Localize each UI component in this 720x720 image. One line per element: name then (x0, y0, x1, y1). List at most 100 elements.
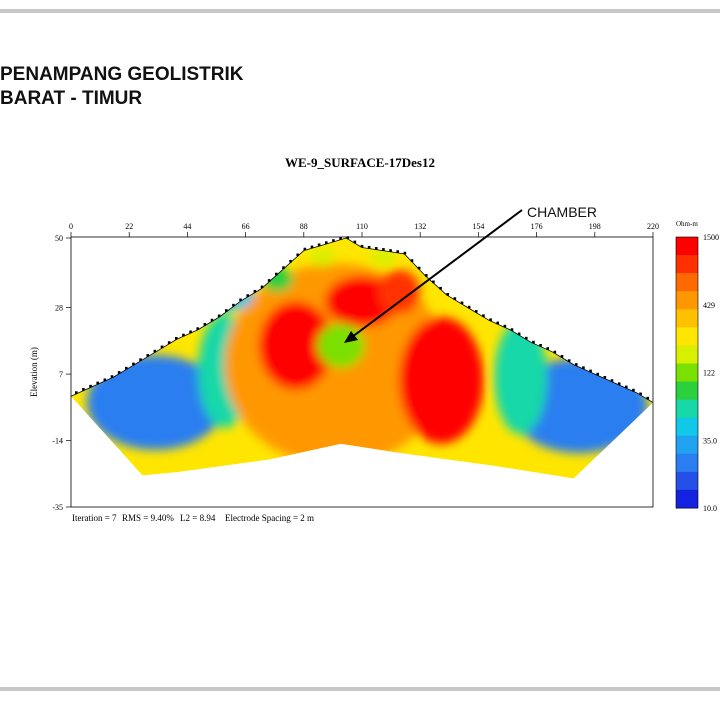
electrode-marker (603, 375, 607, 379)
x-tick-label: 198 (589, 222, 601, 231)
electrode-marker (332, 239, 335, 242)
electrode-marker (310, 245, 314, 249)
electrode-marker (567, 359, 571, 362)
electrode-marker (189, 330, 192, 334)
electrode-marker (396, 250, 400, 253)
slide-title: PENAMPANG GEOLISTRIK BARAT - TIMUR (0, 63, 244, 111)
color-scale-label: 35.0 (703, 436, 717, 445)
electrode-marker (532, 340, 535, 344)
electrode-marker (289, 259, 292, 263)
electrode-marker (596, 372, 600, 376)
x-tick-label: 154 (472, 222, 484, 231)
electrode-marker (224, 309, 228, 312)
electrode-marker (432, 280, 435, 284)
slide-title-line-2: BARAT - TIMUR (0, 88, 143, 109)
electrode-marker (167, 341, 171, 344)
inversion-footer: Iteration = 7 RMS = 9.40% L2 = 8.94 Elec… (72, 513, 314, 523)
electrode-marker (274, 272, 278, 276)
resistivity-body (377, 269, 421, 314)
color-scale-step (676, 363, 698, 383)
color-scale-label: 10.0 (703, 504, 717, 513)
color-scale-step (676, 327, 698, 346)
electrode-marker (239, 298, 242, 302)
electrode-marker (424, 274, 428, 277)
slide-bottom-border (0, 687, 720, 691)
electrode-marker (132, 362, 135, 366)
color-scale: Ohm-m 1500 429 122 35.0 10.0 (675, 220, 719, 513)
electrode-marker (446, 292, 450, 296)
electrode-marker (117, 371, 121, 374)
electrode-marker (624, 385, 628, 389)
electrode-marker (546, 347, 550, 350)
electrode-marker (339, 237, 342, 240)
color-scale-unit: Ohm-m (676, 220, 698, 228)
x-tick-label: 0 (69, 222, 73, 231)
y-tick-label: 28 (55, 304, 63, 313)
y-axis-ticks: 50 28 7 -14 -35 (52, 234, 71, 512)
electrode-marker (403, 251, 407, 255)
electrode-marker (539, 343, 542, 347)
resistivity-body (369, 247, 397, 267)
electrode-markers (74, 236, 650, 400)
electrode-marker (632, 388, 635, 392)
chamber-annotation: CHAMBER (344, 204, 597, 343)
electrode-marker (610, 379, 614, 382)
electrode-marker (510, 328, 514, 331)
electrode-marker (160, 345, 164, 349)
electrode-marker (360, 244, 364, 248)
electrode-marker (346, 236, 350, 239)
electrode-marker (382, 248, 385, 251)
electrode-marker (524, 336, 528, 340)
electrode-marker (460, 301, 464, 305)
footer-l2: L2 = 8.94 (180, 513, 216, 523)
electrode-marker (560, 355, 564, 358)
electrode-marker (324, 241, 328, 244)
electrode-marker (103, 378, 107, 382)
electrode-marker (574, 363, 578, 366)
footer-rms: RMS = 9.40% (122, 513, 174, 523)
electrode-marker (253, 289, 257, 293)
electrode-marker (282, 266, 285, 269)
electrode-marker (210, 318, 214, 322)
electrode-marker (639, 392, 642, 396)
chamber-label: CHAMBER (527, 204, 597, 220)
resistivity-body (494, 320, 548, 435)
color-scale-bar (676, 237, 698, 509)
electrode-marker (110, 375, 114, 378)
slide-top-border (0, 9, 720, 13)
x-tick-label: 176 (531, 222, 543, 231)
resistivity-body (258, 301, 333, 390)
color-scale-labels: 1500 429 122 35.0 10.0 (703, 233, 719, 513)
footer-electrode-spacing: Electrode Spacing = 2 m (225, 513, 314, 523)
electrode-marker (417, 266, 421, 270)
electrode-marker (517, 332, 521, 336)
resistivity-body (86, 355, 225, 451)
y-tick-label: -35 (52, 503, 63, 512)
electrode-marker (246, 294, 250, 297)
x-axis-ticks: 0 22 44 66 88 110 132 154 176 198 220 (69, 222, 659, 237)
electrode-marker (582, 366, 585, 369)
resistivity-body (317, 323, 365, 368)
color-scale-label: 1500 (703, 233, 719, 242)
y-tick-label: -14 (52, 437, 63, 446)
resistivity-section (71, 238, 653, 479)
chamber-arrowhead (344, 331, 358, 343)
electrode-marker (296, 253, 300, 257)
electrode-marker (203, 323, 207, 326)
electrode-marker (232, 303, 235, 307)
y-tick-label: 50 (55, 234, 63, 243)
electrode-marker (453, 297, 457, 300)
color-scale-step (676, 309, 698, 328)
electrode-marker (217, 314, 221, 318)
color-scale-step (676, 255, 698, 274)
electrode-marker (267, 279, 271, 282)
color-scale-step (676, 435, 698, 455)
x-tick-label: 44 (183, 222, 191, 231)
x-tick-label: 88 (300, 222, 308, 231)
x-tick-label: 220 (647, 222, 659, 231)
electrode-marker (374, 247, 378, 250)
electrode-marker (617, 382, 621, 386)
electrode-marker (496, 321, 500, 325)
electrode-marker (303, 247, 307, 251)
electrode-marker (410, 259, 414, 262)
